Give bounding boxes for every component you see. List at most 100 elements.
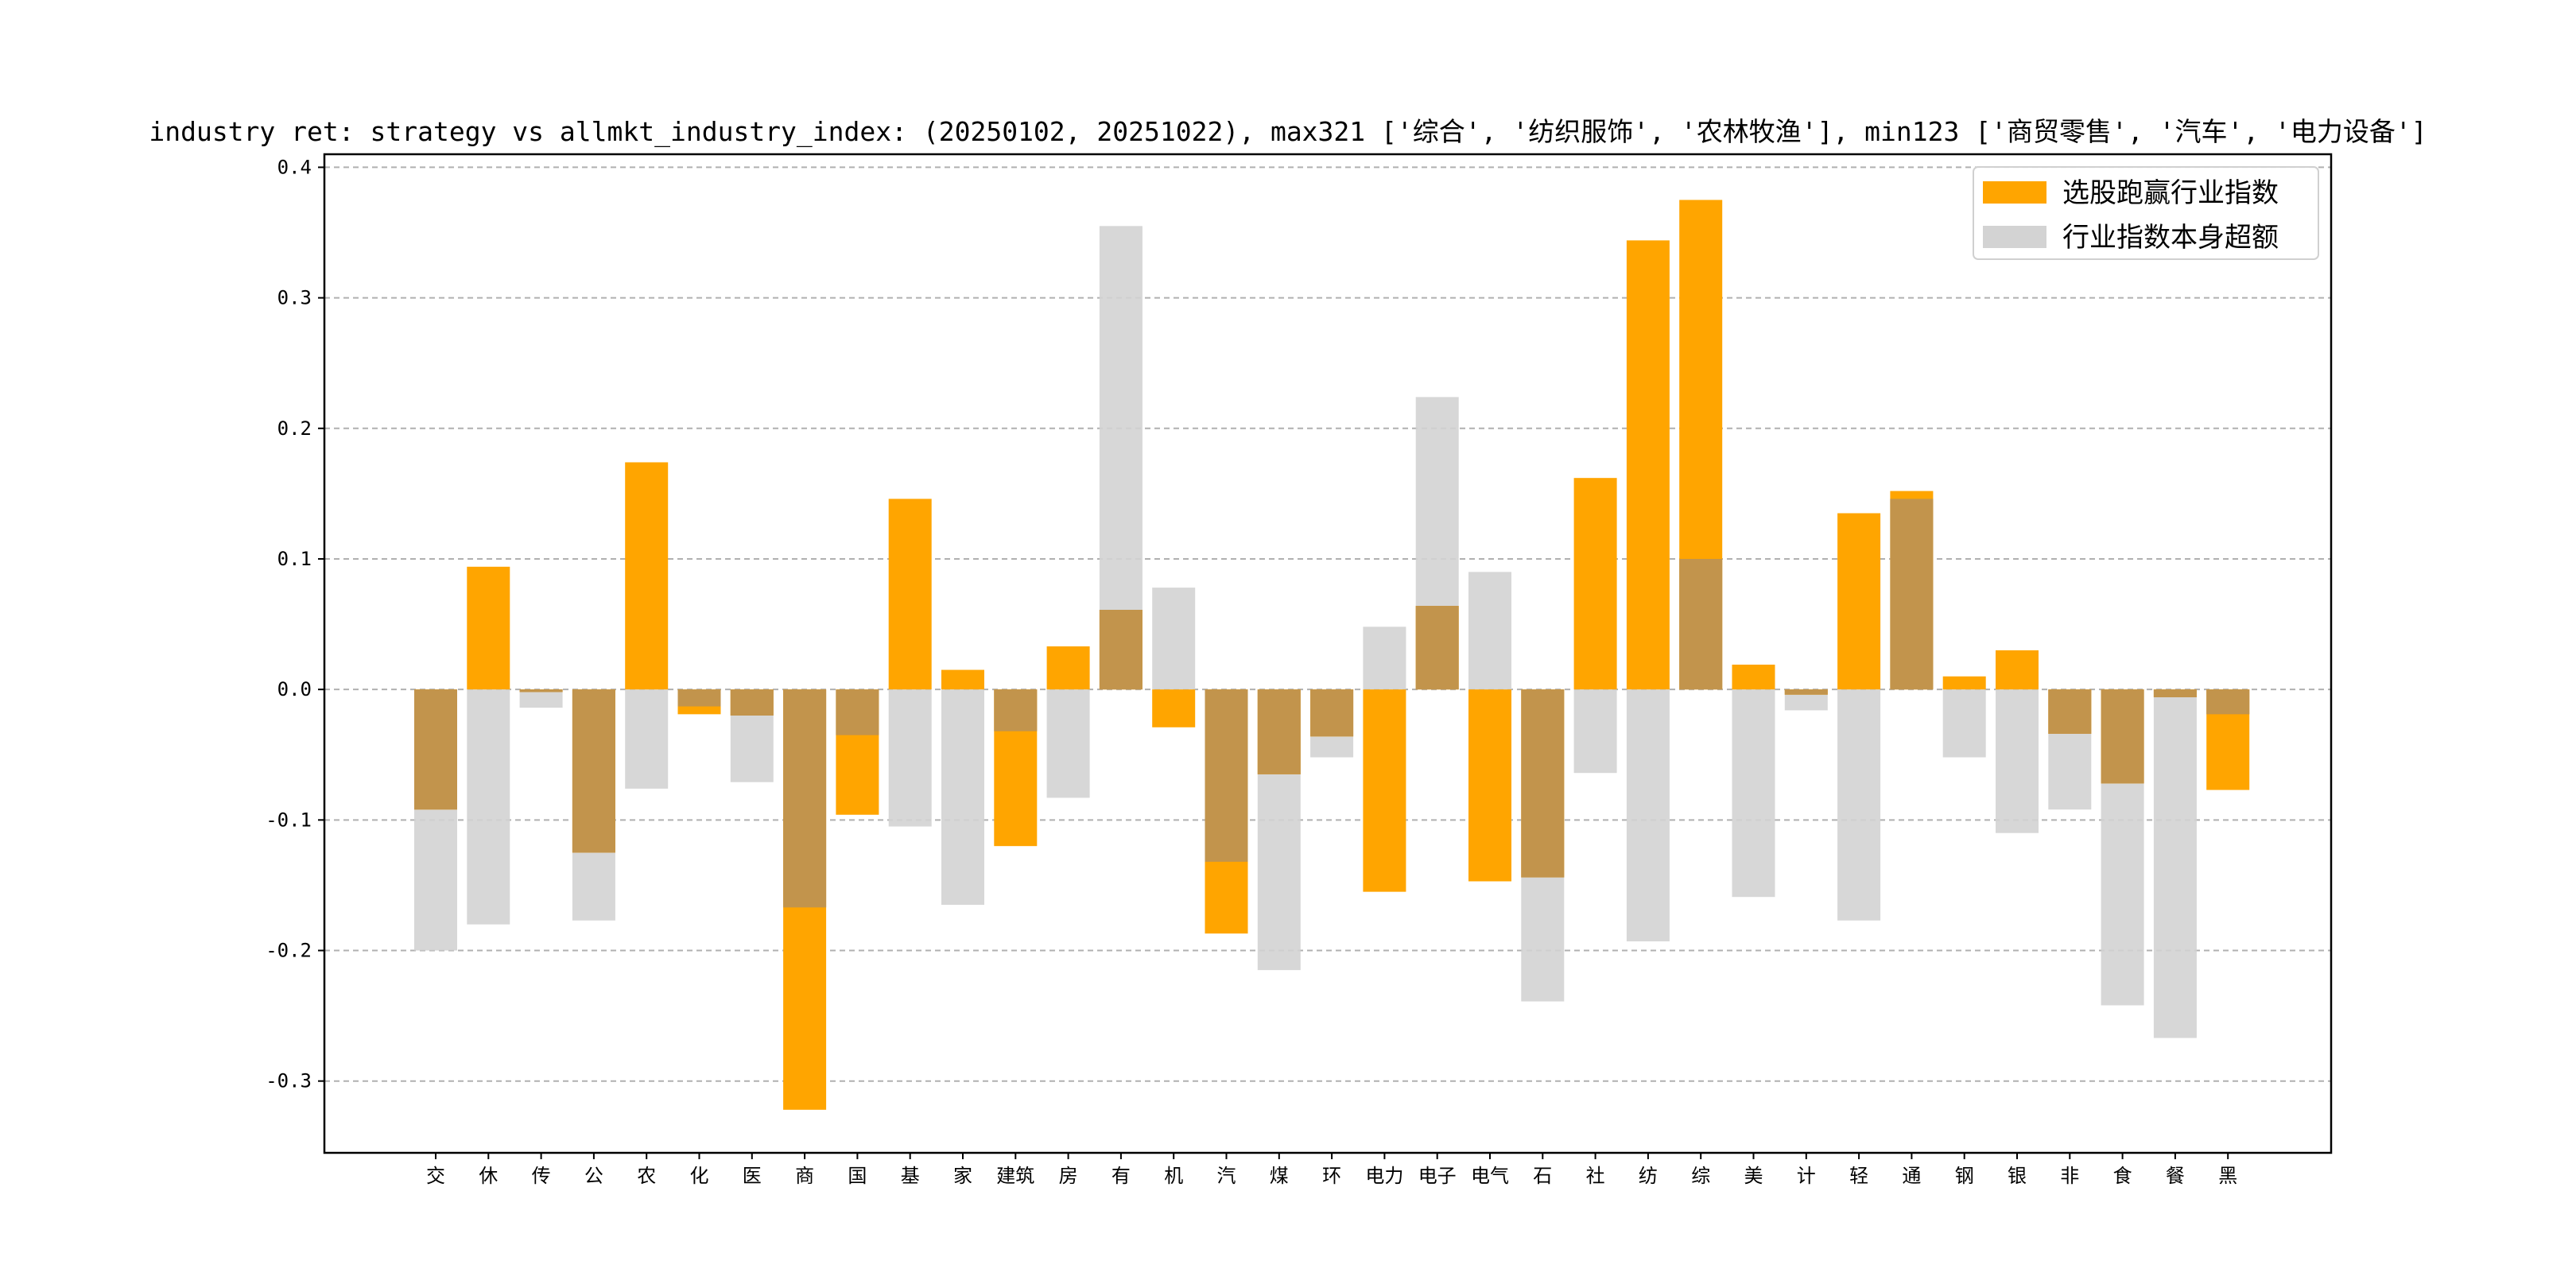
bar-industry-index <box>1626 689 1670 942</box>
x-tick-label: 家 <box>953 1165 972 1187</box>
bar-industry-index <box>1468 572 1511 690</box>
x-tick-label: 基 <box>901 1165 920 1187</box>
bar-overlap <box>783 689 827 908</box>
chart-title: industry ret: strategy vs allmkt_industr… <box>149 116 2427 148</box>
x-tick-label: 食 <box>2113 1165 2132 1187</box>
bar-overlap <box>994 689 1038 731</box>
x-tick-label: 煤 <box>1270 1165 1289 1187</box>
bar-industry-index <box>888 689 932 827</box>
bar-overlap <box>1521 689 1565 878</box>
bar-industry-index <box>519 689 563 708</box>
x-tick-label: 石 <box>1533 1165 1552 1187</box>
bar-overlap <box>836 689 879 735</box>
bar-stock-selection <box>1837 513 1881 690</box>
x-tick-label: 计 <box>1797 1165 1816 1187</box>
x-tick-label: 公 <box>584 1165 603 1187</box>
bar-industry-index <box>941 689 984 906</box>
bar-industry-index <box>1942 689 1986 758</box>
bar-industry-index <box>1996 689 2039 833</box>
bar-stock-selection <box>1996 650 2039 690</box>
bar-overlap <box>1257 689 1301 774</box>
x-tick-label: 房 <box>1059 1165 1078 1187</box>
bar-industry-index <box>1046 689 1090 798</box>
legend-label: 选股跑赢行业指数 <box>2062 177 2279 209</box>
bar-stock-selection <box>467 566 510 690</box>
bar-overlap <box>677 689 721 707</box>
x-tick-label: 化 <box>690 1165 709 1187</box>
bar-overlap <box>2153 689 2197 698</box>
y-tick-label: 0.0 <box>277 678 312 700</box>
bar-overlap <box>519 689 563 692</box>
y-tick-label: 0.3 <box>277 287 312 309</box>
bar-overlap <box>1415 606 1459 690</box>
bar-overlap <box>1679 558 1723 690</box>
y-tick-label: -0.1 <box>266 809 312 831</box>
bar-overlap <box>2101 689 2144 784</box>
bar-overlap <box>730 689 774 716</box>
x-tick-label: 银 <box>2008 1165 2027 1187</box>
bar-stock-selection <box>1626 240 1670 690</box>
x-tick-label: 通 <box>1902 1165 1921 1187</box>
x-tick-label: 纺 <box>1639 1165 1658 1187</box>
x-tick-label: 钢 <box>1955 1165 1974 1187</box>
legend-swatch <box>1983 226 2046 248</box>
x-tick-label: 机 <box>1164 1165 1183 1187</box>
x-tick-label: 非 <box>2060 1165 2079 1187</box>
bar-stock-selection <box>1046 646 1090 690</box>
x-tick-label: 餐 <box>2166 1165 2185 1187</box>
bar-stock-selection <box>1732 664 1775 690</box>
bar-stock-selection <box>888 499 932 690</box>
bar-stock-selection <box>1468 689 1511 882</box>
bar-stock-selection <box>1573 478 1617 690</box>
x-tick-label: 综 <box>1691 1165 1710 1187</box>
x-tick-label: 交 <box>426 1165 445 1187</box>
x-tick-label: 建筑 <box>996 1165 1034 1187</box>
bar-overlap <box>1099 609 1143 690</box>
bar-overlap <box>1784 689 1828 695</box>
bar-stock-selection <box>1152 689 1196 727</box>
y-tick-label: 0.4 <box>277 156 312 178</box>
bar-overlap <box>2048 689 2092 734</box>
bar-stock-selection <box>625 462 669 690</box>
series-stock-selection-bars <box>414 200 2250 1110</box>
x-tick-label: 农 <box>637 1165 656 1187</box>
bar-overlap-layer <box>414 499 2250 908</box>
bar-overlap <box>1890 499 1934 690</box>
x-tick-label: 美 <box>1744 1165 1763 1187</box>
bar-overlap <box>1205 689 1248 862</box>
x-tick-label: 医 <box>743 1165 762 1187</box>
x-tick-label: 电气 <box>1471 1165 1509 1187</box>
y-tick-label: -0.2 <box>266 940 312 962</box>
y-tick-label: -0.3 <box>266 1070 312 1092</box>
x-tick-label: 国 <box>848 1165 867 1187</box>
x-tick-label: 汽 <box>1217 1165 1236 1187</box>
legend-label: 行业指数本身超额 <box>2062 222 2279 254</box>
bar-industry-index <box>467 689 510 925</box>
bar-industry-index <box>1363 627 1406 690</box>
bar-industry-index <box>1732 689 1775 898</box>
bar-industry-index <box>2153 689 2197 1038</box>
bar-overlap <box>414 689 457 810</box>
x-tick-label: 休 <box>479 1165 498 1187</box>
y-tick-label: 0.2 <box>277 417 312 440</box>
x-tick-label: 电子 <box>1418 1165 1457 1187</box>
bar-stock-selection <box>1942 676 1986 690</box>
x-tick-label: 电力 <box>1365 1165 1403 1187</box>
y-tick-label: 0.1 <box>277 548 312 570</box>
bar-industry-index <box>1152 588 1196 690</box>
bar-overlap <box>2206 689 2250 715</box>
bar-industry-index <box>625 689 669 789</box>
bar-industry-index <box>1573 689 1617 774</box>
bar-stock-selection <box>1363 689 1406 892</box>
plot-frame <box>323 153 2333 1154</box>
x-tick-label: 有 <box>1111 1165 1131 1187</box>
series-industry-index-bars <box>414 226 2250 1038</box>
x-tick-label: 环 <box>1322 1165 1341 1187</box>
bar-stock-selection <box>941 669 984 690</box>
legend-box <box>1973 166 2319 260</box>
x-tick-label: 商 <box>795 1165 814 1187</box>
x-tick-label: 传 <box>532 1165 551 1187</box>
